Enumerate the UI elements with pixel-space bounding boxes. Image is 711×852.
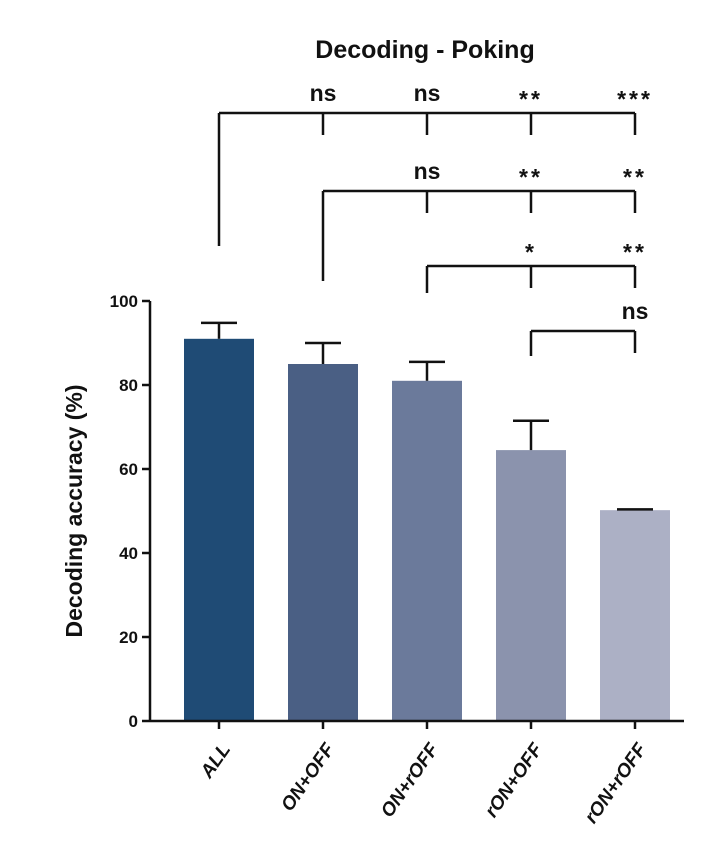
significance-label: * bbox=[525, 239, 537, 265]
bracket-on-roff: * ** bbox=[425, 239, 647, 293]
x-tick-label: ON+rOFF bbox=[377, 739, 444, 822]
y-axis-label: Decoding accuracy (%) bbox=[61, 384, 87, 637]
error-bar bbox=[201, 321, 237, 339]
error-bar bbox=[617, 508, 653, 511]
y-tick-label: 100 bbox=[110, 292, 138, 311]
significance-label: ** bbox=[519, 86, 543, 112]
significance-label: ns bbox=[622, 298, 649, 324]
bar-on-off bbox=[288, 364, 358, 721]
significance-label: ** bbox=[623, 239, 647, 265]
error-bar bbox=[305, 341, 341, 364]
error-bar bbox=[513, 419, 549, 451]
bar-ron-off bbox=[496, 450, 566, 721]
bars-group bbox=[184, 338, 670, 721]
x-ticks-group: ALL ON+OFF ON+rOFF rON+OFF rON+rOFF bbox=[196, 721, 652, 828]
significance-label: ns bbox=[310, 80, 337, 106]
axes-group bbox=[148, 301, 684, 723]
x-tick-label: rON+OFF bbox=[481, 739, 548, 822]
significance-label: *** bbox=[617, 86, 653, 112]
bracket-on-off: ns ** ** bbox=[321, 158, 647, 281]
y-tick-label: 60 bbox=[119, 460, 138, 479]
significance-label: ns bbox=[414, 80, 441, 106]
error-bars-group bbox=[201, 321, 653, 511]
bar-on-roff bbox=[392, 380, 462, 721]
y-ticks-group: 0 20 40 60 80 100 bbox=[110, 292, 150, 731]
bracket-ron-off: ns bbox=[529, 298, 649, 356]
y-tick-label: 20 bbox=[119, 628, 138, 647]
bar-ron-roff bbox=[600, 510, 670, 721]
significance-label: ** bbox=[519, 164, 543, 190]
x-tick-label: rON+rOFF bbox=[581, 739, 652, 828]
y-tick-label: 80 bbox=[119, 376, 138, 395]
bracket-all: ns ns ** *** bbox=[217, 80, 653, 246]
chart-title: Decoding - Poking bbox=[315, 36, 534, 64]
significance-label: ** bbox=[623, 164, 647, 190]
x-tick-label: ALL bbox=[196, 740, 235, 783]
significance-brackets-group: ns ns ** ***ns ** *** **ns bbox=[217, 80, 653, 356]
x-tick-label: ON+OFF bbox=[277, 739, 340, 816]
error-bar bbox=[409, 360, 445, 381]
y-tick-label: 40 bbox=[119, 544, 138, 563]
y-tick-label: 0 bbox=[129, 712, 138, 731]
bar-all bbox=[184, 338, 254, 721]
significance-label: ns bbox=[414, 158, 441, 184]
